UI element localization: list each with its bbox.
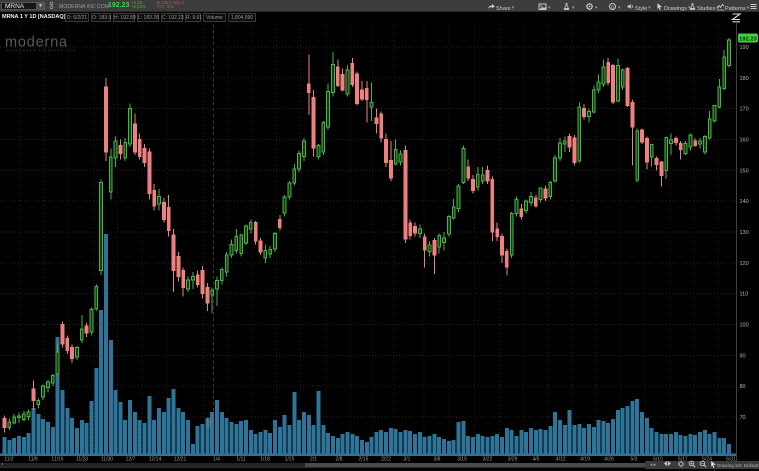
svg-text:3/22: 3/22 bbox=[483, 457, 493, 463]
svg-text:120: 120 bbox=[740, 261, 749, 267]
svg-text:2021: 2021 bbox=[207, 417, 213, 428]
svg-text:1/11: 1/11 bbox=[236, 457, 246, 463]
svg-text:90: 90 bbox=[740, 353, 746, 359]
svg-text:3/1: 3/1 bbox=[404, 457, 411, 463]
svg-text:4/5: 4/5 bbox=[533, 457, 540, 463]
svg-text:1/18: 1/18 bbox=[260, 457, 270, 463]
svg-text:2/15: 2/15 bbox=[359, 457, 369, 463]
svg-text:11/30: 11/30 bbox=[101, 457, 113, 463]
svg-text:130: 130 bbox=[740, 230, 749, 236]
svg-text:11/9: 11/9 bbox=[28, 457, 38, 463]
svg-text:12/7: 12/7 bbox=[126, 457, 136, 463]
svg-text:5/17: 5/17 bbox=[678, 457, 688, 463]
svg-text:150: 150 bbox=[740, 168, 749, 174]
svg-text:1/4: 1/4 bbox=[213, 457, 220, 463]
svg-text:5/24: 5/24 bbox=[702, 457, 712, 463]
svg-text:2/22: 2/22 bbox=[381, 457, 391, 463]
svg-text:110: 110 bbox=[740, 292, 749, 298]
svg-text:moderna: moderna bbox=[5, 35, 68, 51]
svg-text:1/25: 1/25 bbox=[285, 457, 295, 463]
svg-text:o: o bbox=[611, 4, 614, 10]
svg-text:5/10: 5/10 bbox=[653, 457, 663, 463]
svg-text:5/31: 5/31 bbox=[726, 457, 736, 463]
svg-text:4/19: 4/19 bbox=[580, 457, 590, 463]
svg-text:140: 140 bbox=[740, 199, 749, 205]
svg-text:11/16: 11/16 bbox=[51, 457, 63, 463]
svg-text:2/8: 2/8 bbox=[336, 457, 343, 463]
svg-text:11/2: 11/2 bbox=[4, 457, 14, 463]
svg-text:3/8: 3/8 bbox=[434, 457, 441, 463]
svg-text:12/21: 12/21 bbox=[174, 457, 187, 463]
svg-text:3/29: 3/29 bbox=[508, 457, 518, 463]
svg-text:11/23: 11/23 bbox=[76, 457, 88, 463]
svg-text:100: 100 bbox=[740, 323, 749, 329]
svg-text:MESSENGER THERAPEUTICS: MESSENGER THERAPEUTICS bbox=[6, 49, 76, 53]
svg-text:3/15: 3/15 bbox=[457, 457, 467, 463]
svg-text:160: 160 bbox=[740, 138, 749, 144]
svg-text:192.23: 192.23 bbox=[739, 37, 758, 43]
svg-text:5/3: 5/3 bbox=[631, 457, 638, 463]
svg-text:180: 180 bbox=[740, 76, 749, 82]
svg-text:12/14: 12/14 bbox=[149, 457, 162, 463]
svg-text:4/12: 4/12 bbox=[556, 457, 566, 463]
svg-text:2/1: 2/1 bbox=[310, 457, 317, 463]
svg-text:170: 170 bbox=[740, 107, 749, 113]
svg-text:4/26: 4/26 bbox=[604, 457, 614, 463]
svg-text:190: 190 bbox=[740, 45, 749, 51]
svg-text:80: 80 bbox=[740, 384, 746, 390]
svg-text:70: 70 bbox=[740, 415, 746, 421]
